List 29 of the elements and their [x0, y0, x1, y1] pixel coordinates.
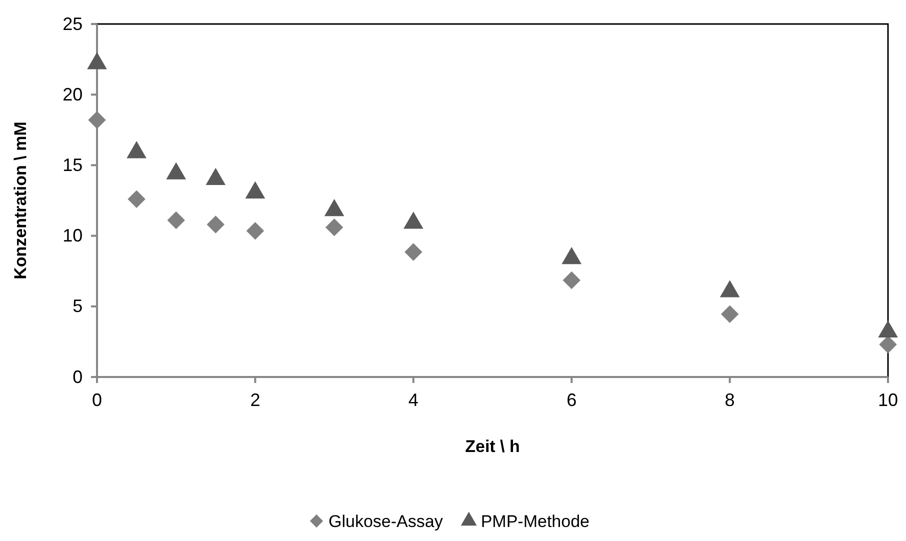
point	[126, 141, 146, 158]
y-tick-label: 20	[62, 84, 83, 104]
x-tick-label: 0	[92, 390, 102, 410]
legend-label: Glukose-Assay	[328, 512, 444, 531]
point	[166, 162, 186, 180]
y-axis-title: Konzentration \ mM	[11, 122, 30, 280]
x-tick-label: 6	[566, 390, 577, 410]
x-tick-label: 10	[878, 390, 898, 410]
x-tick-label: 8	[724, 390, 735, 410]
point	[720, 305, 739, 324]
y-tick-label: 15	[62, 154, 83, 175]
point	[167, 211, 185, 230]
y-tick-label: 25	[62, 14, 83, 34]
x-tick-label: 4	[408, 390, 418, 410]
y-tick-label: 10	[62, 226, 83, 246]
point	[879, 336, 897, 354]
point	[128, 190, 146, 208]
x-tick-label: 2	[250, 390, 260, 410]
y-tick-label: 5	[72, 296, 83, 316]
point	[206, 168, 226, 186]
point	[246, 222, 264, 240]
y-tick-label: 0	[72, 366, 83, 387]
x-axis-title: Zeit \ h	[465, 437, 520, 456]
point	[404, 243, 422, 261]
point	[325, 218, 344, 236]
point	[87, 52, 107, 70]
point	[206, 216, 225, 234]
point	[562, 271, 580, 290]
legend-label: PMP-Methode	[480, 512, 590, 531]
